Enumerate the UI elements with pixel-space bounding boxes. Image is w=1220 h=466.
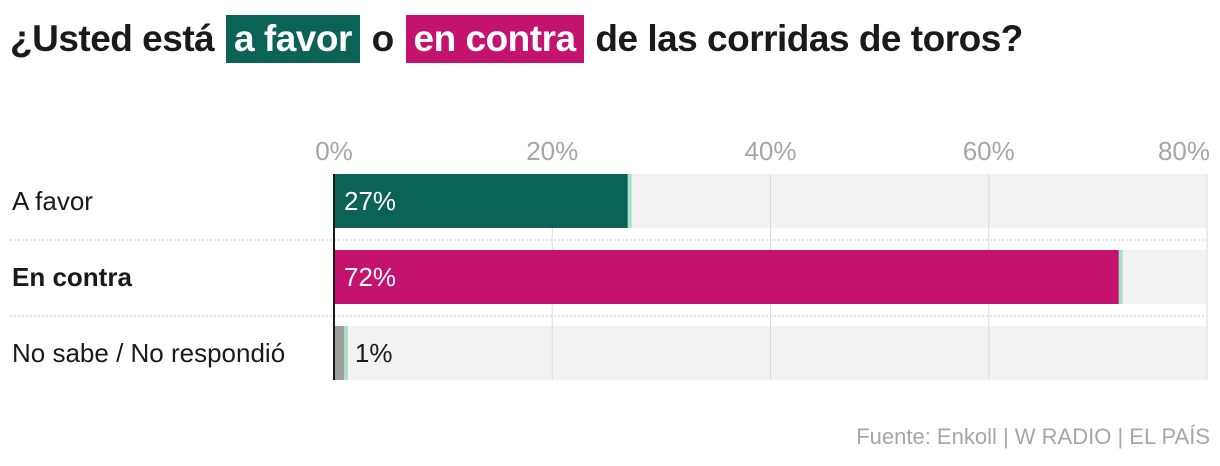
category-label: No sabe / No respondió	[12, 338, 285, 368]
value-label: 1%	[355, 338, 393, 368]
x-tick-label: 60%	[963, 136, 1015, 166]
bar-end-marker	[343, 326, 348, 380]
bar	[334, 250, 1120, 304]
bar	[334, 174, 629, 228]
source-note: Fuente: Enkoll | W RADIO | EL PAÍS	[856, 424, 1210, 449]
title-prefix: ¿Usted está	[10, 18, 215, 59]
bar-end-marker	[627, 174, 632, 228]
title-connector: o	[371, 18, 395, 59]
x-tick-label: 40%	[744, 136, 796, 166]
title-highlight-favor: a favor	[226, 15, 360, 63]
x-tick-label: 0%	[315, 136, 353, 166]
bar-end-marker	[1118, 250, 1123, 304]
category-label: En contra	[12, 262, 132, 292]
x-tick-label: 80%	[1158, 136, 1210, 166]
value-label: 27%	[344, 186, 396, 216]
bar	[334, 326, 345, 380]
category-label: A favor	[12, 186, 93, 216]
title-highlight-contra: en contra	[405, 15, 584, 63]
title-suffix: de las corridas de toros?	[595, 18, 1023, 59]
x-tick-label: 20%	[526, 136, 578, 166]
value-label: 72%	[344, 262, 396, 292]
chart-title: ¿Usted está a favor o en contra de las c…	[10, 14, 1023, 64]
